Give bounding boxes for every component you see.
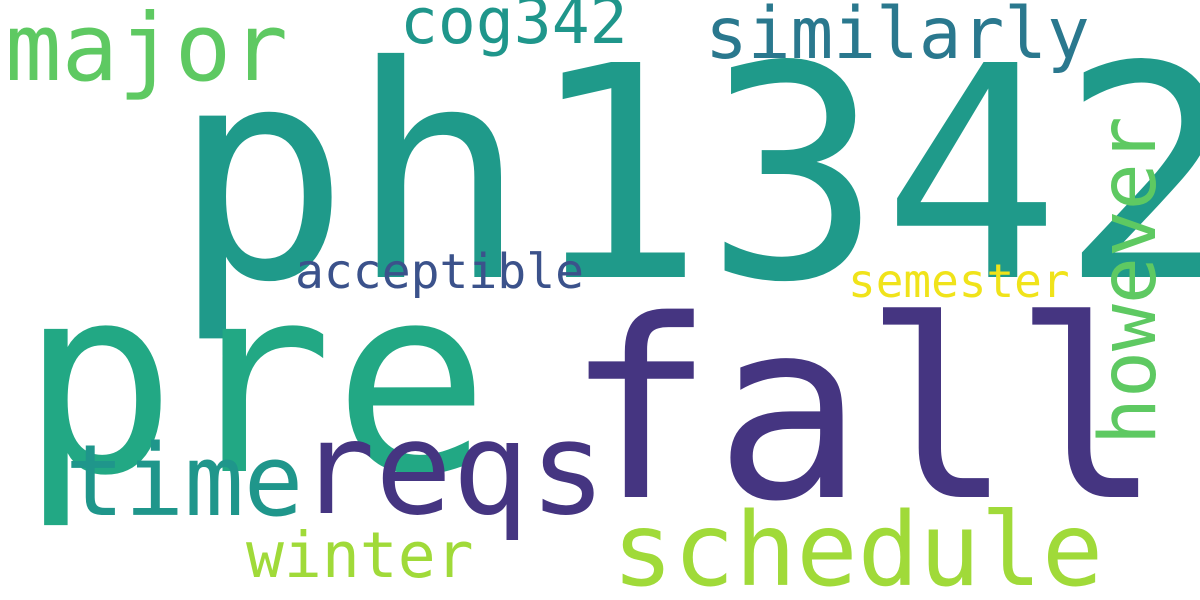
word-time: time [65, 424, 304, 539]
word-acceptible: acceptible [295, 244, 584, 300]
word-cog342: cog342 [400, 0, 628, 58]
word-pre: pre [20, 231, 490, 533]
word-similarly: similarly [705, 0, 1090, 75]
word-fall: fall [565, 268, 1163, 556]
word-ph1342: ph1342 [172, 3, 1200, 347]
word-major: major [5, 0, 288, 103]
word-winter: winter [246, 519, 474, 592]
word-schedule: schedule [612, 491, 1104, 600]
word-reqs: reqs [298, 395, 607, 544]
word-semester: semester [848, 254, 1070, 308]
